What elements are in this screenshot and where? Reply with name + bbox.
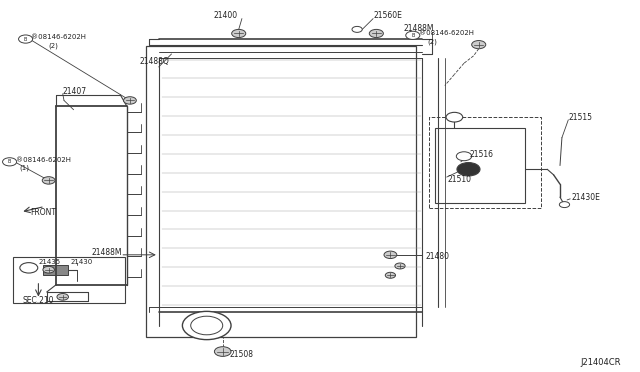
Circle shape bbox=[3, 158, 17, 166]
Text: (2): (2) bbox=[428, 38, 437, 45]
Circle shape bbox=[369, 29, 383, 38]
Text: B: B bbox=[8, 159, 12, 164]
Text: 21400: 21400 bbox=[213, 12, 237, 20]
Text: (2): (2) bbox=[48, 42, 58, 49]
Text: 21430: 21430 bbox=[70, 259, 93, 265]
Text: FRONT: FRONT bbox=[31, 208, 57, 217]
Text: 21508: 21508 bbox=[229, 350, 253, 359]
Text: ®08146-6202H: ®08146-6202H bbox=[419, 31, 474, 36]
Bar bbox=[146, 46, 416, 337]
Circle shape bbox=[456, 152, 472, 161]
Circle shape bbox=[457, 163, 480, 176]
Bar bbox=[43, 265, 68, 275]
Circle shape bbox=[385, 272, 396, 278]
Bar bbox=[429, 117, 541, 208]
Text: B: B bbox=[411, 33, 415, 38]
Text: 21510: 21510 bbox=[448, 175, 472, 184]
Text: 21435: 21435 bbox=[38, 259, 61, 265]
Text: 21407: 21407 bbox=[63, 87, 87, 96]
Circle shape bbox=[19, 35, 33, 43]
Text: ®08146-6202H: ®08146-6202H bbox=[31, 34, 86, 40]
Text: 21480: 21480 bbox=[426, 252, 450, 261]
Circle shape bbox=[395, 263, 405, 269]
Circle shape bbox=[446, 112, 463, 122]
Text: J21404CR: J21404CR bbox=[580, 358, 621, 367]
Circle shape bbox=[20, 263, 38, 273]
Circle shape bbox=[352, 26, 362, 32]
Circle shape bbox=[124, 97, 136, 104]
Circle shape bbox=[191, 316, 223, 335]
Text: 21560E: 21560E bbox=[373, 12, 402, 20]
Circle shape bbox=[232, 29, 246, 38]
Circle shape bbox=[472, 41, 486, 49]
Circle shape bbox=[214, 347, 231, 356]
Text: 21488M: 21488M bbox=[92, 248, 122, 257]
Text: B: B bbox=[24, 36, 28, 42]
Text: ®08146-6202H: ®08146-6202H bbox=[16, 157, 71, 163]
Text: (1): (1) bbox=[19, 165, 29, 171]
Circle shape bbox=[57, 294, 68, 300]
Circle shape bbox=[406, 31, 420, 39]
Text: 21515: 21515 bbox=[568, 113, 593, 122]
Text: 21488M: 21488M bbox=[404, 24, 435, 33]
Text: SEC.210: SEC.210 bbox=[22, 296, 54, 305]
Bar bbox=[435, 128, 525, 203]
Circle shape bbox=[182, 311, 231, 340]
Text: 21488Q: 21488Q bbox=[140, 57, 169, 66]
Text: 21516: 21516 bbox=[470, 150, 494, 159]
Circle shape bbox=[43, 266, 54, 273]
Text: 21430E: 21430E bbox=[572, 193, 600, 202]
Bar bbox=[13, 257, 125, 303]
Circle shape bbox=[559, 202, 570, 208]
Circle shape bbox=[42, 177, 55, 184]
Circle shape bbox=[384, 251, 397, 259]
